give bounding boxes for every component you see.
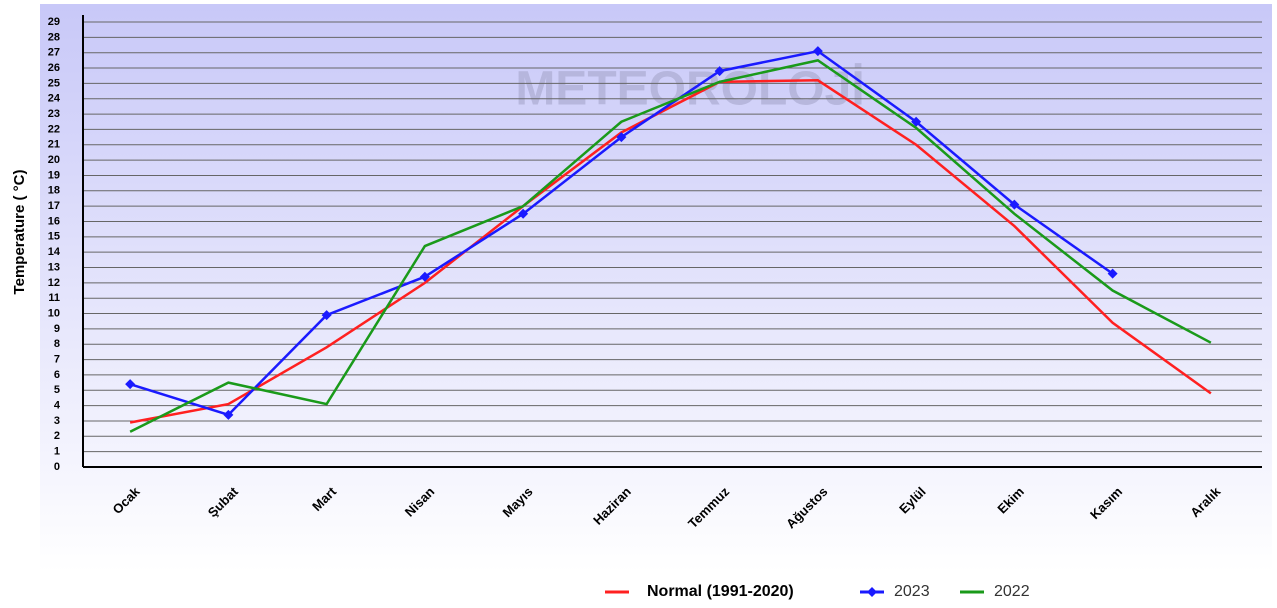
marker (1009, 199, 1020, 210)
y-tick-label: 4 (54, 400, 61, 412)
marker (125, 379, 136, 390)
marker (1107, 268, 1118, 279)
y-tick-label: 14 (48, 246, 61, 258)
y-tick-label: 17 (48, 200, 60, 212)
y-tick-label: 6 (54, 369, 60, 381)
y-tick-label: 3 (54, 415, 60, 427)
y-tick-label: 11 (48, 292, 60, 304)
watermark: METEOROLOJİ (515, 63, 864, 116)
marker (911, 116, 922, 127)
y-tick-label: 9 (54, 323, 60, 335)
y-tick-label: 2 (54, 430, 60, 442)
legend-label: 2023 (894, 583, 930, 600)
y-tick-label: 18 (48, 185, 60, 197)
marker (223, 409, 234, 420)
marker (419, 271, 430, 282)
y-tick-label: 13 (48, 261, 60, 273)
y-axis-label: Temperature ( °C) (11, 170, 28, 295)
y-tick-label: 12 (48, 277, 60, 289)
y-tick-label: 21 (48, 139, 60, 151)
y-tick-label: 8 (54, 338, 60, 350)
y-tick-label: 16 (48, 215, 60, 227)
y-tick-label: 22 (48, 123, 60, 135)
y-tick-label: 28 (48, 31, 60, 43)
y-tick-label: 19 (48, 169, 60, 181)
y-tick-label: 26 (48, 62, 60, 74)
y-tick-label: 15 (48, 231, 60, 243)
y-tick-label: 0 (54, 461, 60, 473)
legend-marker (867, 587, 877, 597)
y-tick-label: 27 (48, 47, 60, 59)
marker (321, 310, 332, 321)
y-tick-label: 24 (48, 93, 61, 105)
marker (518, 208, 529, 219)
legend-label: 2022 (994, 583, 1030, 600)
marker (812, 46, 823, 57)
marker (714, 66, 725, 77)
y-tick-label: 1 (54, 446, 60, 458)
y-tick-label: 10 (48, 307, 60, 319)
y-tick-label: 23 (48, 108, 60, 120)
marker (616, 132, 627, 143)
series-line (129, 59, 1212, 433)
series-line (129, 79, 1212, 424)
y-tick-label: 20 (48, 154, 60, 166)
y-tick-label: 25 (48, 77, 60, 89)
y-tick-label: 29 (48, 16, 60, 28)
y-tick-label: 7 (54, 353, 60, 365)
legend-label: Normal (1991-2020) (647, 583, 794, 600)
y-tick-label: 5 (54, 384, 60, 396)
